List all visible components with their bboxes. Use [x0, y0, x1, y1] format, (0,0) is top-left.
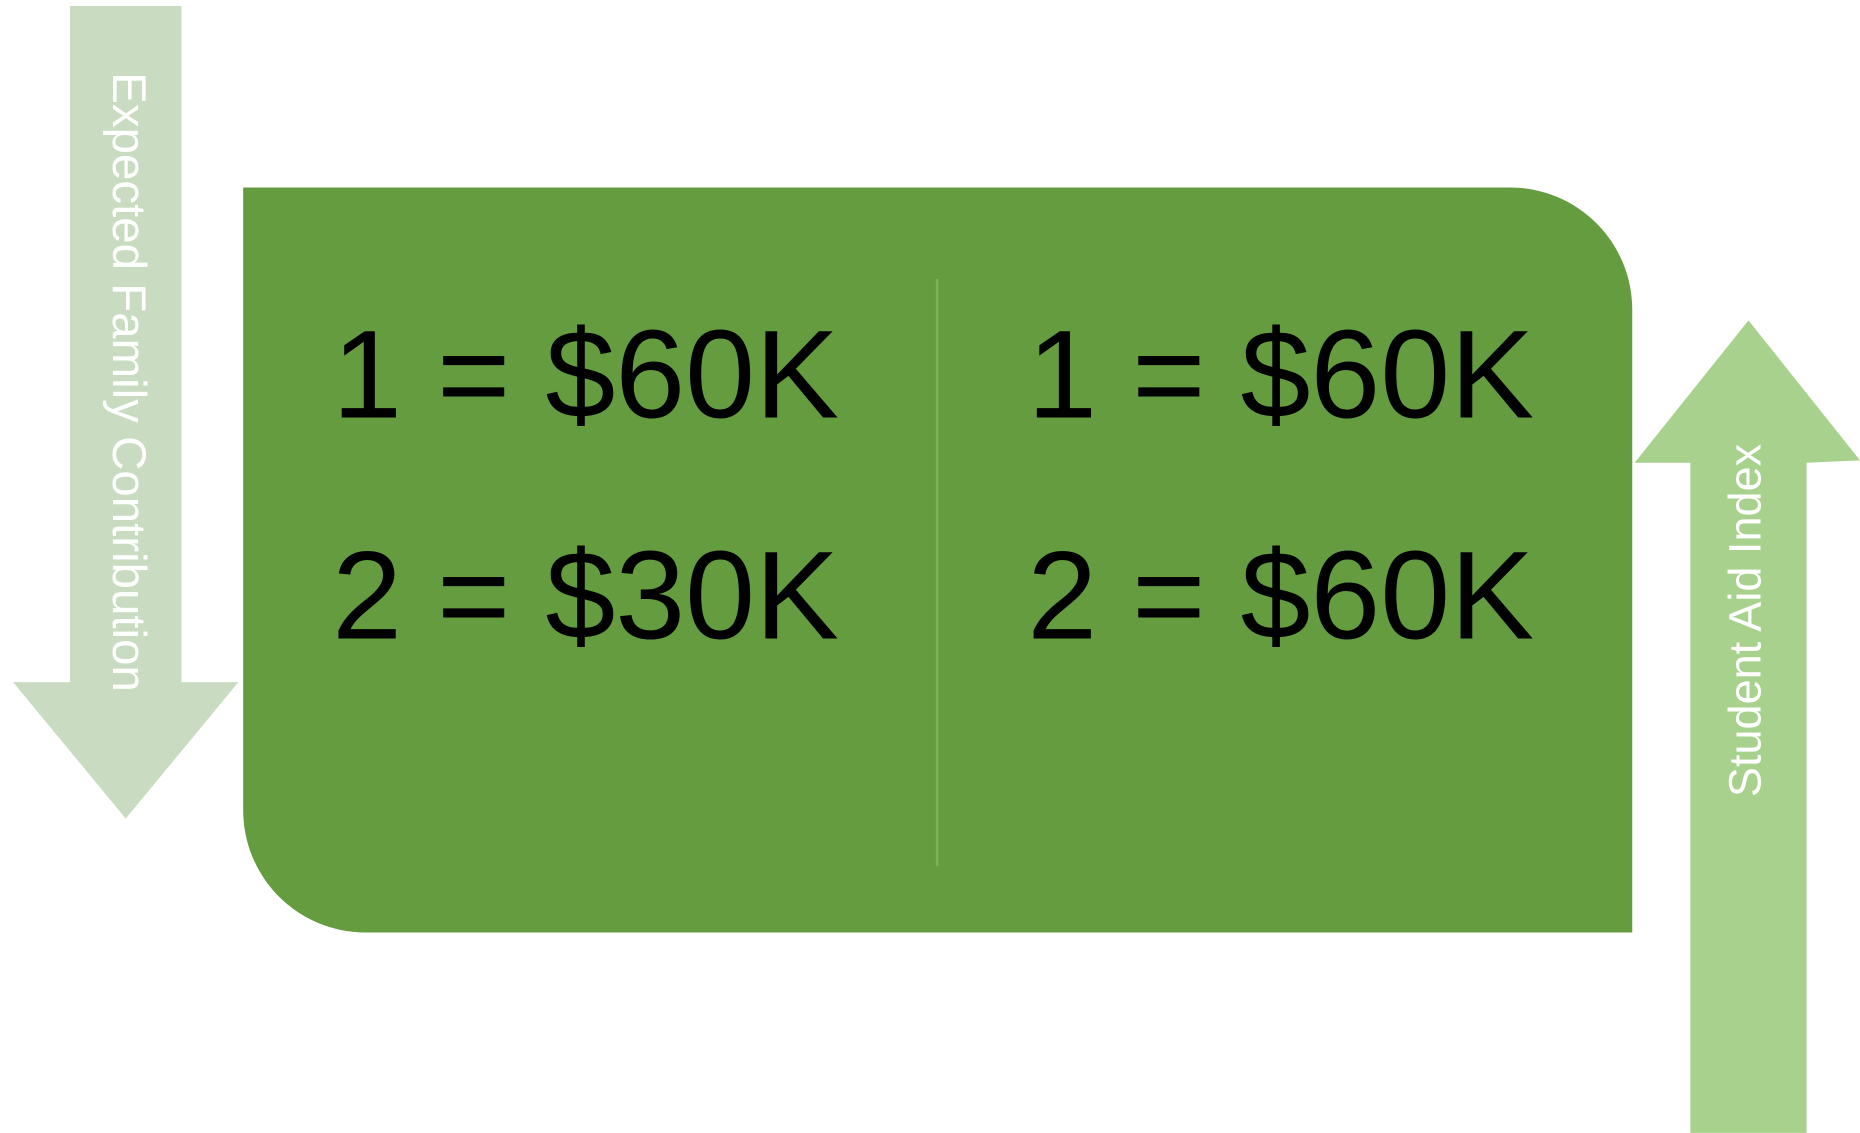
- up-arrow: [1634, 320, 1860, 1133]
- panel-line: 1 = $60K: [1027, 304, 1534, 445]
- arrow-label: Expected Family Contribution: [102, 72, 155, 692]
- panel-line: 2 = $60K: [1027, 524, 1534, 665]
- down-arrow: [13, 6, 239, 819]
- arrow-label: Student Aid Index: [1719, 443, 1770, 797]
- panel-line: 2 = $30K: [332, 524, 839, 665]
- panel-line: 1 = $60K: [332, 304, 839, 445]
